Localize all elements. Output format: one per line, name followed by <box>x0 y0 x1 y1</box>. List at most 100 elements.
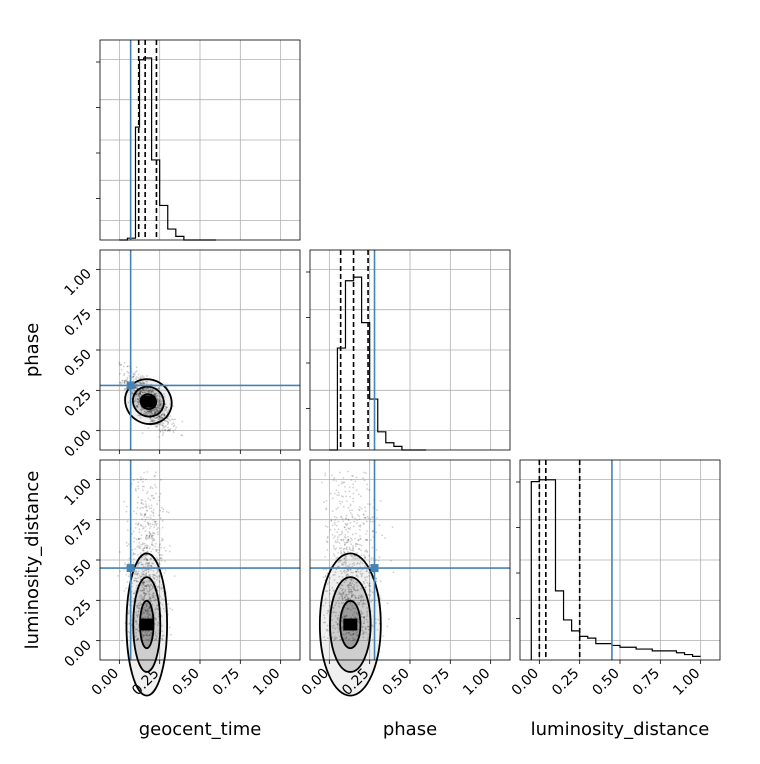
sample-point <box>148 527 151 530</box>
sample-point <box>172 418 175 421</box>
sample-point <box>155 542 157 545</box>
sample-point <box>343 557 346 560</box>
sample-point <box>353 562 355 564</box>
sample-point <box>144 505 147 508</box>
sample-point <box>324 639 327 642</box>
sample-point <box>364 586 367 589</box>
sample-point <box>151 603 154 606</box>
sample-point <box>149 410 151 413</box>
sample-point <box>349 537 352 540</box>
sample-point <box>340 538 343 541</box>
sample-point <box>145 387 148 390</box>
sample-point <box>153 420 155 423</box>
sample-point <box>161 428 164 431</box>
sample-point <box>142 630 145 632</box>
sample-point <box>151 594 154 596</box>
sample-point <box>347 506 350 509</box>
sample-point <box>148 588 151 591</box>
sample-point <box>340 572 343 575</box>
sample-point <box>348 632 350 634</box>
sample-point <box>338 591 341 594</box>
sample-point <box>145 573 148 575</box>
sample-point <box>140 376 142 379</box>
sample-point <box>154 623 156 625</box>
sample-point <box>136 638 139 641</box>
sample-point <box>136 616 139 618</box>
sample-point <box>148 530 151 533</box>
sample-point <box>161 520 164 522</box>
sample-point <box>352 483 355 486</box>
sample-point <box>346 539 349 542</box>
sample-point <box>152 577 155 579</box>
sample-point <box>345 561 348 564</box>
sample-point <box>159 403 162 406</box>
scatter-phase_vs_luminosity_distance-xtick-label-3: 0.75 <box>420 666 453 699</box>
sample-point <box>165 406 168 409</box>
sample-point <box>150 390 153 393</box>
sample-point <box>360 610 363 612</box>
sample-point <box>151 421 154 424</box>
sample-point <box>164 425 167 427</box>
sample-point <box>153 523 156 526</box>
sample-point <box>347 550 349 553</box>
sample-point <box>148 605 151 608</box>
sample-point <box>356 634 359 636</box>
sample-point <box>370 600 372 603</box>
sample-point <box>354 570 357 573</box>
sample-point <box>153 410 155 413</box>
sample-point <box>142 573 145 576</box>
sample-point <box>136 387 139 389</box>
sample-point <box>135 634 138 637</box>
sample-point <box>154 419 156 422</box>
sample-point <box>341 620 344 623</box>
sample-point <box>161 638 164 641</box>
sample-point <box>345 579 347 582</box>
sample-point <box>161 424 164 427</box>
sample-point <box>337 616 339 619</box>
sample-point <box>349 584 352 587</box>
sample-point <box>152 570 155 572</box>
sample-point <box>147 522 149 525</box>
sample-point <box>341 530 343 533</box>
sample-point <box>340 482 343 485</box>
sample-point <box>360 611 362 614</box>
sample-point <box>333 555 336 557</box>
sample-point <box>332 479 335 482</box>
sample-point <box>339 592 342 595</box>
sample-point <box>156 395 159 397</box>
sample-point <box>164 403 167 406</box>
sample-point <box>359 537 361 540</box>
sample-point <box>145 638 147 641</box>
sample-point <box>117 574 120 577</box>
sample-point <box>360 495 362 498</box>
sample-point <box>140 602 143 605</box>
sample-point <box>151 494 154 497</box>
sample-point <box>350 538 353 541</box>
sample-point <box>369 518 372 520</box>
sample-point <box>120 363 123 366</box>
hist-luminosity_distance-xtick-label-4: 1.00 <box>670 666 703 699</box>
sample-point <box>346 608 349 610</box>
sample-point <box>369 520 372 523</box>
sample-point <box>151 562 154 565</box>
sample-point <box>150 507 153 509</box>
sample-point <box>159 554 162 556</box>
sample-point <box>356 562 358 565</box>
sample-point <box>159 492 162 495</box>
sample-point <box>135 393 138 396</box>
sample-point <box>150 588 153 591</box>
sample-point <box>163 409 166 412</box>
sample-point <box>354 543 357 546</box>
sample-point <box>145 569 148 571</box>
sample-point <box>152 562 155 565</box>
sample-point <box>141 389 144 392</box>
sample-point <box>140 478 143 481</box>
sample-point <box>162 432 165 434</box>
sample-point <box>146 583 149 586</box>
sample-point <box>344 593 347 596</box>
sample-point <box>141 408 144 410</box>
sample-point <box>355 489 358 492</box>
sample-point <box>365 618 368 621</box>
sample-point <box>160 414 163 416</box>
sample-point <box>139 382 142 385</box>
